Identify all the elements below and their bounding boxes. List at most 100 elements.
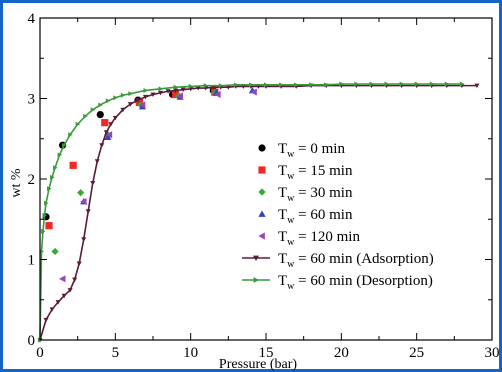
data-point [143,87,148,93]
data-point [90,107,96,113]
data-point [135,98,141,103]
data-point [43,317,49,323]
legend-item: Tw = 0 min [258,141,345,160]
data-point [49,307,55,312]
x-tick-label: 0 [36,345,44,361]
data-point [101,119,109,127]
legend-marker [258,144,266,152]
data-point [51,247,59,256]
data-point [83,113,88,119]
legend: Tw = 0 min Tw = 15 min Tw = 30 min Tw = 60 … [242,141,434,292]
plot-border [39,17,493,341]
y-tick-label: 0 [28,333,36,349]
legend-marker [258,188,266,196]
legend-item: Tw = 60 min (Adsorption) [242,251,434,270]
data-point [113,95,118,101]
data-point [399,81,405,87]
y-tick-label: 4 [28,11,36,27]
data-point [39,248,45,254]
data-point [203,83,209,89]
data-point [76,261,82,267]
data-point [250,88,257,96]
series-0 [42,86,217,221]
data-point [69,161,77,169]
data-point [248,82,254,88]
x-tick-label: 20 [334,345,349,361]
data-point [59,275,66,283]
data-point [384,81,390,87]
data-point [120,107,126,113]
data-point [309,82,314,88]
data-point [180,87,186,93]
data-point [172,90,180,99]
series-5 [37,83,480,343]
data-point [42,212,48,218]
series-line [39,84,477,341]
data-point [120,92,126,98]
data-point [94,159,100,164]
x-tick-label: 25 [409,345,424,361]
legend-label: Tw = 15 min [278,163,353,182]
data-point [214,90,221,99]
legend-marker [253,277,259,283]
y-tick-label: 1 [28,253,36,269]
data-point [158,90,164,96]
series-1 [45,88,219,230]
data-point [98,102,103,108]
x-tick-label: 30 [485,345,500,361]
series-6 [38,81,465,343]
data-point [45,222,53,230]
data-point [414,81,420,87]
data-point [354,81,359,87]
x-tick-label: 15 [259,345,274,361]
data-point [195,86,201,91]
data-point [173,84,179,90]
data-point [77,189,85,197]
y-tick-label: 2 [28,172,36,188]
data-point [80,197,87,206]
data-point [68,132,73,138]
legend-label: Tw = 0 min [278,141,345,160]
data-point [339,81,344,87]
x-tick-label: 10 [183,345,198,361]
data-point [108,122,114,127]
data-point [173,88,179,93]
legend-item: Tw = 120 min [258,229,360,248]
series-3 [80,86,257,205]
axes: 0 5 10 15 20 25 30 0 1 2 3 4 [28,11,500,361]
legend-label: Tw = 60 min (Adsorption) [278,251,434,270]
data-point [104,133,112,141]
data-point [218,83,224,89]
data-point [294,82,299,88]
data-point [142,94,148,100]
data-point [85,209,91,214]
series-4 [59,88,257,283]
data-point [72,277,78,283]
data-point [138,101,146,109]
data-point [112,115,118,121]
data-point [55,300,61,305]
x-tick-label: 5 [112,345,120,361]
data-point [165,89,171,94]
data-point [369,81,374,87]
data-point [225,85,231,90]
data-point [128,91,133,97]
data-point [57,152,63,158]
data-point [44,200,49,206]
plot-area [37,81,480,343]
data-point [81,237,87,242]
legend-marker [258,166,266,174]
legend-item: Tw = 60 min [258,207,353,226]
data-point [279,82,284,88]
data-point [62,142,67,148]
legend-marker [258,232,265,240]
series-2 [51,89,219,256]
legend-label: Tw = 120 min [278,229,360,248]
data-point [105,98,111,104]
data-point [75,121,81,127]
data-point [264,82,269,88]
data-point [90,181,96,186]
data-point [188,83,194,89]
